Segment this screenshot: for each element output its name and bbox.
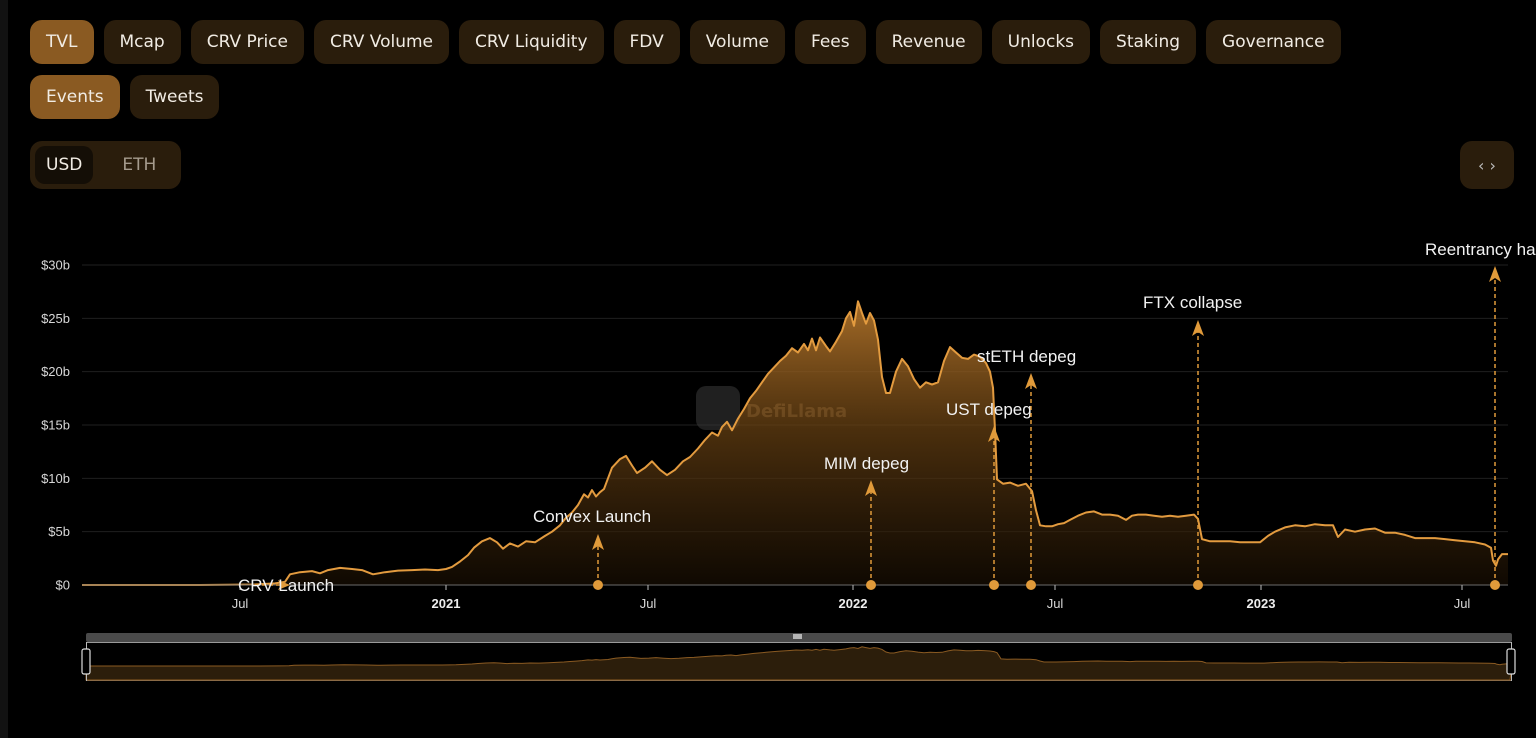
y-tick-label: $0 <box>56 578 70 593</box>
x-tick-label: Jul <box>1047 596 1064 611</box>
arrow-icon <box>278 580 290 590</box>
code-icon: ‹ › <box>1478 155 1496 175</box>
event-label: Convex Launch <box>533 507 651 526</box>
slider-grip-icon[interactable] <box>793 634 802 639</box>
left-edge-divider <box>0 0 8 738</box>
embed-button[interactable]: ‹ › <box>1460 141 1514 189</box>
data-zoom-slider[interactable] <box>81 633 1516 681</box>
denomination-toggle: USD ETH <box>30 141 181 189</box>
event-dot[interactable] <box>1193 580 1203 590</box>
arrow-up-icon <box>1025 373 1037 389</box>
arrow-up-icon <box>592 534 604 550</box>
arrow-up-icon <box>865 480 877 496</box>
tvl-line <box>82 300 1508 586</box>
tab-crv-liquidity[interactable]: CRV Liquidity <box>459 20 604 64</box>
event-dot[interactable] <box>1490 580 1500 590</box>
tab-crv-price[interactable]: CRV Price <box>190 20 304 64</box>
event-dot[interactable] <box>593 580 603 590</box>
y-tick-label: $5b <box>48 524 70 539</box>
x-axis: Jul 2021 Jul 2022 Jul 2023 Jul <box>232 585 1471 611</box>
arrow-up-icon <box>988 426 1000 442</box>
event-label: Reentrancy hack <box>1425 240 1536 259</box>
event-label: UST depeg <box>946 400 1032 419</box>
event-label: MIM depeg <box>824 454 909 473</box>
metric-tabs: TVL Mcap CRV Price CRV Volume CRV Liquidity F… <box>30 20 1341 64</box>
tab-fdv[interactable]: FDV <box>613 20 680 64</box>
event-dot[interactable] <box>1026 580 1036 590</box>
tab-volume[interactable]: Volume <box>689 20 785 64</box>
event-label: stETH depeg <box>977 347 1076 366</box>
event-marker[interactable]: stETH depeg <box>977 347 1076 590</box>
slider-handle-right[interactable] <box>1506 648 1516 675</box>
x-tick-label: Jul <box>640 596 657 611</box>
event-marker[interactable]: Reentrancy hack <box>1425 240 1536 590</box>
x-tick-label: 2021 <box>432 596 461 611</box>
arrow-up-icon <box>1489 266 1501 282</box>
tab-governance[interactable]: Governance <box>1206 20 1341 64</box>
y-tick-label: $10b <box>41 471 70 486</box>
event-markers: CRV Launch Convex Launch MIM depeg UST depe… <box>238 240 1536 595</box>
slider-preview-area <box>85 646 1513 681</box>
tab-mcap[interactable]: Mcap <box>103 20 181 64</box>
x-tick-label: Jul <box>232 596 249 611</box>
event-label: CRV Launch <box>238 576 334 595</box>
event-marker[interactable]: UST depeg <box>946 400 1032 590</box>
overlay-tabs: Events Tweets <box>30 75 220 119</box>
tab-revenue[interactable]: Revenue <box>875 20 982 64</box>
denomination-eth[interactable]: ETH <box>122 155 157 175</box>
event-dot[interactable] <box>866 580 876 590</box>
event-marker[interactable]: FTX collapse <box>1143 293 1242 590</box>
tab-unlocks[interactable]: Unlocks <box>991 20 1091 64</box>
tab-fees[interactable]: Fees <box>794 20 866 64</box>
y-tick-label: $20b <box>41 364 70 379</box>
denomination-usd[interactable]: USD <box>35 146 94 184</box>
event-marker[interactable]: Convex Launch <box>533 507 651 590</box>
defillama-logo-icon <box>696 386 740 430</box>
tvl-area <box>82 301 1508 585</box>
x-tick-label: 2022 <box>839 596 868 611</box>
slider-handle-left[interactable] <box>81 648 91 675</box>
event-marker[interactable]: CRV Launch <box>238 576 334 595</box>
x-tick-label: 2023 <box>1247 596 1276 611</box>
toggle-tweets[interactable]: Tweets <box>129 75 220 119</box>
tab-staking[interactable]: Staking <box>1100 20 1197 64</box>
y-tick-label: $15b <box>41 418 70 433</box>
y-tick-label: $25b <box>41 311 70 326</box>
event-dot[interactable] <box>989 580 999 590</box>
arrow-up-icon <box>1192 320 1204 336</box>
event-label: FTX collapse <box>1143 293 1242 312</box>
toggle-events[interactable]: Events <box>30 75 120 119</box>
event-marker[interactable]: MIM depeg <box>824 454 909 590</box>
y-axis: $0 $5b $10b $15b $20b $25b $30b <box>41 258 70 593</box>
tab-crv-volume[interactable]: CRV Volume <box>314 20 450 64</box>
y-tick-label: $30b <box>41 258 70 273</box>
tab-tvl[interactable]: TVL <box>30 20 94 64</box>
x-tick-label: Jul <box>1454 596 1471 611</box>
